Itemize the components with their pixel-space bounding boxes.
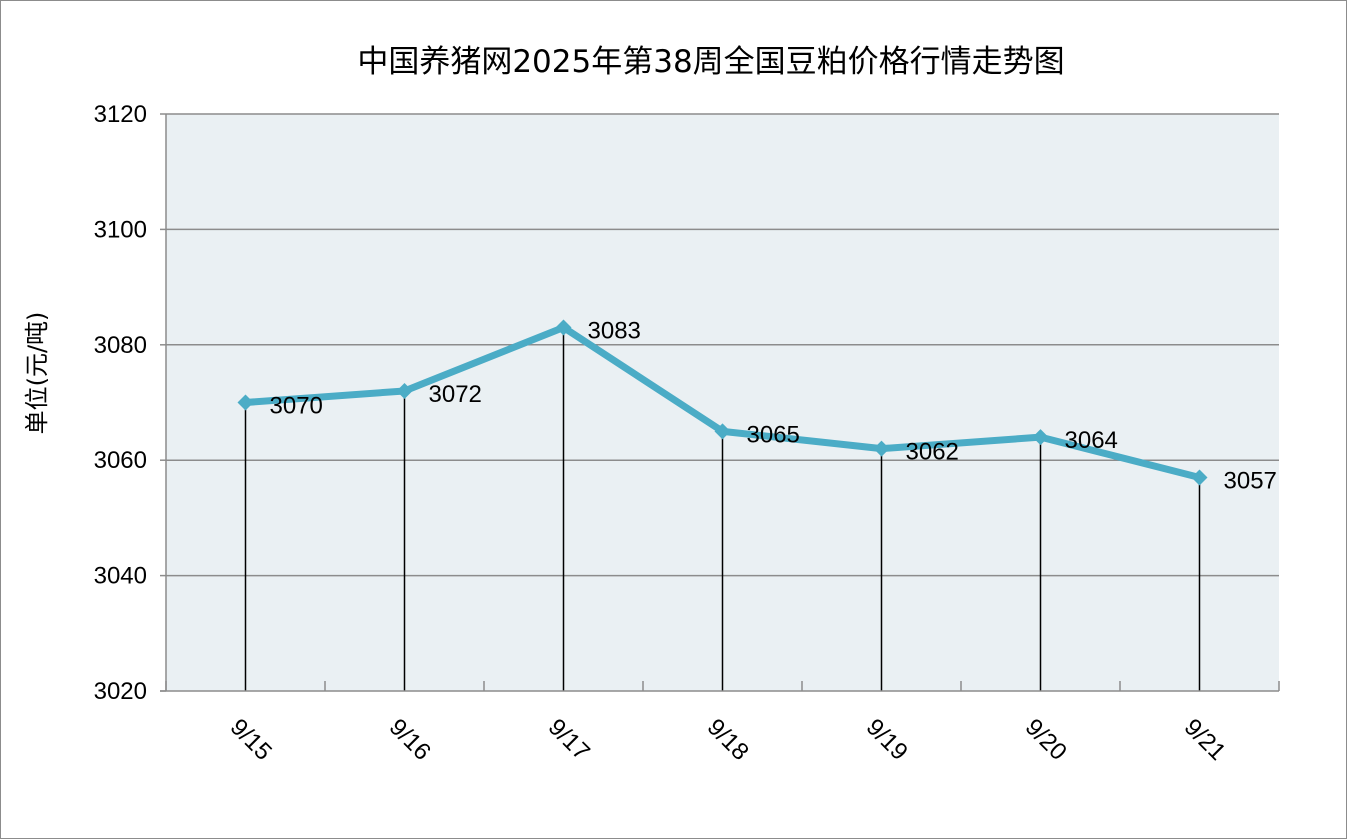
chart-title: 中国养猪网2025年第38周全国豆粕价格行情走势图 <box>357 44 1064 80</box>
markers <box>237 319 1208 486</box>
x-tick-label: 9/17 <box>543 714 595 766</box>
data-point-marker <box>396 382 413 399</box>
data-label: 3064 <box>1065 427 1118 454</box>
data-point-marker <box>1191 469 1208 486</box>
data-labels: 3070 3072 3083 3065 3062 3064 3057 <box>270 317 1277 494</box>
data-point-marker <box>1032 429 1049 446</box>
y-tick-label: 3060 <box>94 447 147 474</box>
y-tick-label: 3080 <box>94 332 147 359</box>
data-point-marker <box>237 394 254 411</box>
data-label: 3057 <box>1224 468 1277 495</box>
data-label: 3072 <box>429 381 482 408</box>
x-tick-label: 9/18 <box>702 714 754 766</box>
x-tick-label: 9/21 <box>1179 714 1231 766</box>
drop-lines <box>244 327 1201 691</box>
y-axis-label: 单位(元/吨) <box>23 312 51 435</box>
y-tick-label: 3100 <box>94 216 147 243</box>
x-tick-label: 9/19 <box>861 714 913 766</box>
x-tick-label: 9/15 <box>225 714 277 766</box>
axes <box>160 113 1280 692</box>
y-tick-label: 3020 <box>94 678 147 705</box>
data-label: 3070 <box>270 393 323 420</box>
y-tick-labels: 3020 3040 3060 3080 3100 3120 <box>94 101 147 705</box>
x-tick-labels: 9/15 9/16 9/17 9/18 9/19 9/20 9/21 <box>225 714 1231 766</box>
data-label: 3065 <box>747 421 800 448</box>
x-tick-label: 9/20 <box>1020 714 1072 766</box>
data-point-marker <box>555 319 572 336</box>
data-point-marker <box>873 440 890 457</box>
y-tick-label: 3040 <box>94 563 147 590</box>
y-tick-label: 3120 <box>94 101 147 128</box>
x-tick-label: 9/16 <box>384 714 436 766</box>
data-label: 3083 <box>588 317 641 344</box>
data-label: 3062 <box>906 439 959 466</box>
data-point-marker <box>714 423 731 440</box>
